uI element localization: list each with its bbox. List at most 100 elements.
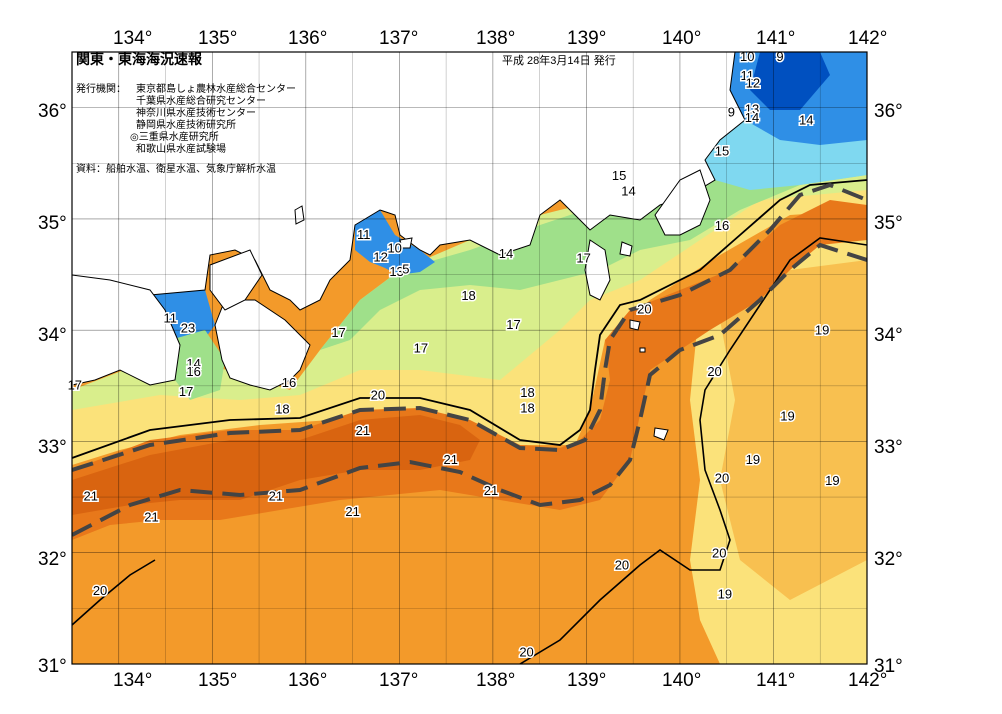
lon-top-134: 134° xyxy=(113,28,152,49)
isotherm-label: 5 xyxy=(402,262,409,277)
lon-top-142: 142° xyxy=(848,28,887,49)
publisher-1: 東京都島しょ農林水産総合センター xyxy=(136,82,296,95)
lat-left-35: 35° xyxy=(38,213,67,234)
isotherm-label: 21 xyxy=(444,452,458,467)
isotherm-label: 11 xyxy=(163,310,177,325)
lon-top-136: 136° xyxy=(288,28,327,49)
northeast-deep xyxy=(750,52,830,110)
isotherm-label: 20 xyxy=(637,302,651,317)
lat-right-31: 31° xyxy=(874,656,903,677)
isotherm-20-line xyxy=(72,179,867,459)
isotherm-label: 9 xyxy=(728,105,735,120)
lon-bottom-141: 141° xyxy=(756,670,795,691)
lon-top-141: 141° xyxy=(756,28,795,49)
isotherm-label: 9 xyxy=(776,49,783,64)
graticule xyxy=(72,52,867,664)
isotherm-label: 19 xyxy=(718,586,732,601)
publisher-5: ◎三重県水産研究所 xyxy=(130,130,219,143)
isotherm-label: 20 xyxy=(712,545,726,560)
lat-left-36: 36° xyxy=(38,101,67,122)
isotherm-label: 11 xyxy=(741,68,755,83)
issue-date: 平成 28年3月14日 発行 xyxy=(502,53,616,67)
lat-left-31: 31° xyxy=(38,656,67,677)
awaji-island xyxy=(209,249,263,311)
isotherm-label: 11 xyxy=(357,227,371,242)
isotherm-label: 18 xyxy=(520,401,534,416)
isotherm-label: 14 xyxy=(745,110,759,125)
lon-top-135: 135° xyxy=(198,28,237,49)
isotherm-label: 15 xyxy=(612,168,626,183)
isotherm-label: 18 xyxy=(461,288,475,303)
warm-light-east xyxy=(720,260,867,600)
ise-islet xyxy=(399,237,413,249)
isotherm-lines xyxy=(72,179,867,664)
isotherm-label: 16 xyxy=(186,364,200,379)
isotherm-label: 23 xyxy=(181,321,195,336)
isotherm-label: 14 xyxy=(186,356,200,371)
isotherm-label: 21 xyxy=(269,489,283,504)
isotherm-label: 12 xyxy=(746,76,760,91)
isotherm-label: 16 xyxy=(282,375,296,390)
isotherm-label: 19 xyxy=(815,323,829,338)
lat-right-34: 34° xyxy=(874,325,903,346)
publisher-6: 和歌山県水産試験場 xyxy=(136,142,226,155)
map-title: 関東・東海海況速報 xyxy=(76,51,203,67)
oshima xyxy=(619,241,633,257)
isotherm-label: 13 xyxy=(389,264,403,279)
isotherm-label: 15 xyxy=(715,144,729,159)
isotherm-label: 19 xyxy=(825,473,839,488)
isotherm-label: 10 xyxy=(387,240,401,255)
lon-bottom-136: 136° xyxy=(288,670,327,691)
sado-like-islet xyxy=(294,205,305,225)
publisher-3: 神奈川県水産技術センター xyxy=(136,106,256,119)
lat-right-32: 32° xyxy=(874,549,903,570)
isotherm-label: 21 xyxy=(345,504,359,519)
lat-left-34: 34° xyxy=(38,325,67,346)
isotherm-label: 20 xyxy=(371,387,385,402)
isotherm-label: 21 xyxy=(83,489,97,504)
lon-bottom-135: 135° xyxy=(198,670,237,691)
isotherm-label: 17 xyxy=(68,377,82,392)
data-source: 資料：船舶水温、衛星水温、気象庁解析水温 xyxy=(76,162,276,175)
hachijo xyxy=(653,427,669,441)
isotherm-label: 20 xyxy=(615,558,629,573)
lon-top-138: 138° xyxy=(476,28,515,49)
isotherm-label: 20 xyxy=(707,364,721,379)
isotherm-label: 21 xyxy=(144,510,158,525)
lon-bottom-142: 142° xyxy=(848,670,887,691)
isotherm-label: 13 xyxy=(745,101,759,116)
isotherm-label: 14 xyxy=(499,246,513,261)
isotherm-label: 17 xyxy=(506,317,520,332)
land xyxy=(71,51,746,441)
kuroshio-axis-north xyxy=(72,182,867,472)
lat-left-32: 32° xyxy=(38,549,67,570)
lon-top-139: 139° xyxy=(567,28,606,49)
isotherm-label: 17 xyxy=(331,325,345,340)
lon-bottom-137: 137° xyxy=(379,670,418,691)
isotherm-label: 12 xyxy=(373,249,387,264)
isotherm-label: 21 xyxy=(484,483,498,498)
miyake xyxy=(629,319,641,331)
kii-channel-mid xyxy=(170,330,225,400)
plot-frame xyxy=(71,51,868,665)
izu-peninsula xyxy=(584,239,611,301)
ise-bay-cold xyxy=(355,210,435,275)
isotherm-label: 20 xyxy=(715,471,729,486)
isotherm-label: 19 xyxy=(780,408,794,423)
isotherm-label: 20 xyxy=(519,644,533,659)
lon-bottom-138: 138° xyxy=(476,670,515,691)
isotherm-label: 17 xyxy=(179,384,193,399)
isotherm-label: 10 xyxy=(740,49,754,64)
lat-right-35: 35° xyxy=(874,213,903,234)
lon-top-137: 137° xyxy=(379,28,418,49)
isotherm-label: 21 xyxy=(356,423,370,438)
lat-left-33: 33° xyxy=(38,437,67,458)
isotherm-label: 18 xyxy=(520,385,534,400)
header-block: 関東・東海海況速報 平成 28年3月14日 発行 発行機関： 東京都島しょ農林水… xyxy=(76,51,616,175)
kii-peninsula xyxy=(214,299,311,391)
isotherm-20-south xyxy=(72,559,156,626)
isotherm-label: 14 xyxy=(799,112,813,127)
